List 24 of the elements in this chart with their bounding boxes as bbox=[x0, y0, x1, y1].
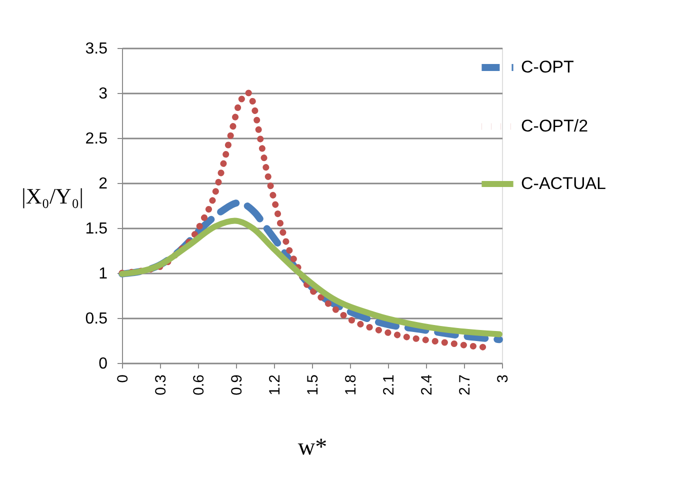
x-tick-label: 3 bbox=[494, 374, 512, 383]
x-tick-label: 0.6 bbox=[190, 374, 208, 396]
y-tick-label: 3 bbox=[98, 86, 108, 102]
x-tick-label: 2.4 bbox=[418, 374, 436, 396]
y-tick-label: 1.5 bbox=[85, 220, 108, 238]
y-tick-label: 2 bbox=[98, 176, 108, 192]
y-tick-label: 2.5 bbox=[85, 130, 108, 148]
legend-label: C-OPT/2 bbox=[521, 116, 588, 136]
x-tick-label: 1.2 bbox=[266, 374, 284, 396]
x-axis-title: w* bbox=[298, 434, 328, 460]
y-axis-title: |X₀/Y₀| bbox=[21, 184, 84, 208]
y-tick-label: 0.5 bbox=[85, 310, 108, 328]
y-tick-label: 1 bbox=[98, 266, 108, 282]
legend-label: C-OPT bbox=[521, 58, 574, 76]
x-tick-label: 1.8 bbox=[342, 374, 360, 396]
y-tick-label: 0 bbox=[98, 356, 108, 372]
legend-label: C-ACTUAL bbox=[521, 174, 606, 193]
x-tick-label: 2.1 bbox=[380, 374, 398, 396]
x-tick-label: 0 bbox=[114, 374, 132, 383]
y-tick-label: 3.5 bbox=[85, 40, 108, 58]
x-tick-label: 0.3 bbox=[152, 374, 170, 396]
x-tick-label: 2.7 bbox=[456, 374, 474, 396]
x-tick-label: 0.9 bbox=[228, 374, 246, 396]
x-tick-label: 1.5 bbox=[304, 374, 322, 396]
